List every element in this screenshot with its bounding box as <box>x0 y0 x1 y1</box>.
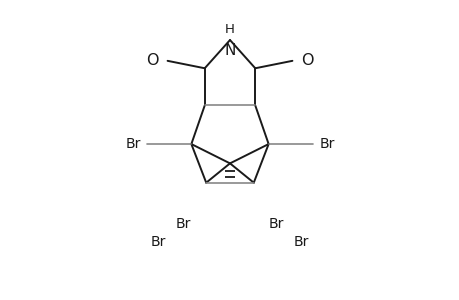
Text: Br: Br <box>176 217 191 231</box>
Text: Br: Br <box>319 137 334 151</box>
Text: O: O <box>146 53 158 68</box>
Text: Br: Br <box>151 235 166 248</box>
Text: Br: Br <box>125 137 140 151</box>
Text: Br: Br <box>268 217 283 231</box>
Text: O: O <box>301 53 313 68</box>
Text: Br: Br <box>293 235 308 248</box>
Text: H: H <box>224 22 235 36</box>
Text: N: N <box>224 43 235 58</box>
